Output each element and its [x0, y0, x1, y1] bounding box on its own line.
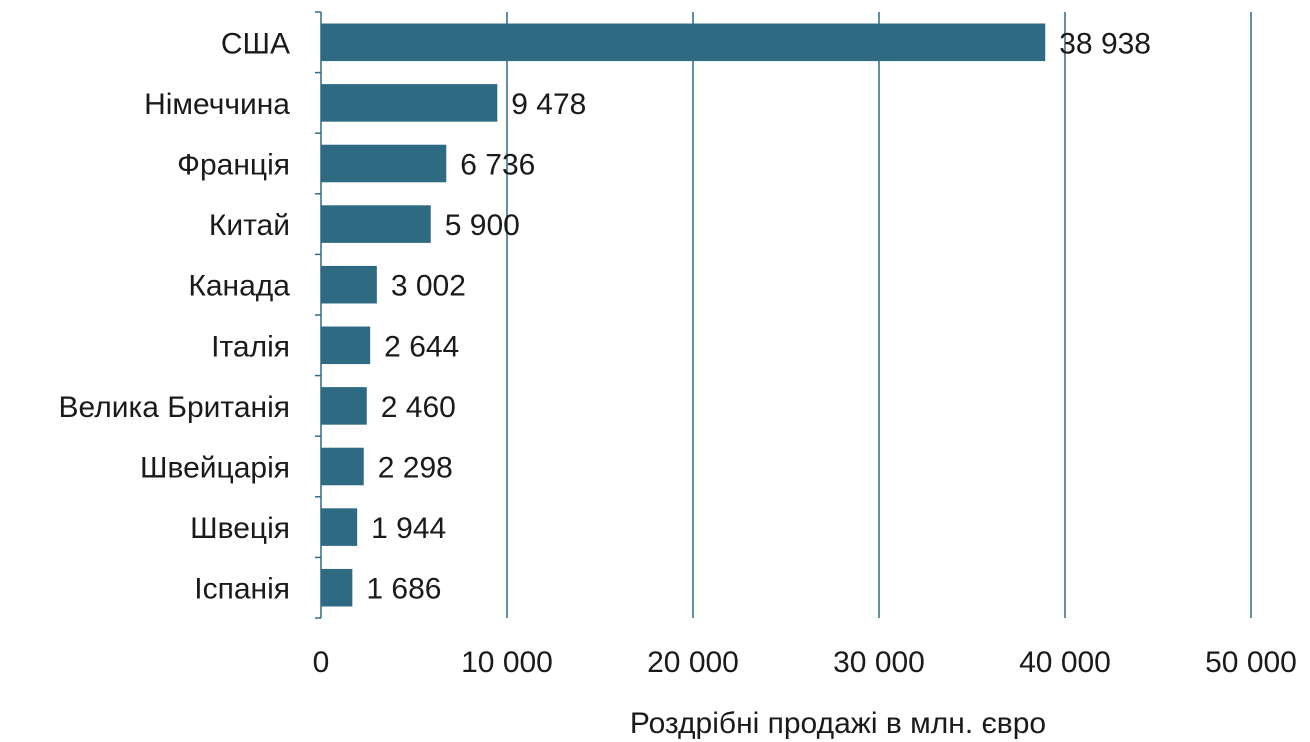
x-tick-label: 40 000 [1019, 646, 1111, 679]
value-label: 5 900 [445, 209, 520, 242]
x-tick-label: 50 000 [1205, 646, 1297, 679]
value-label: 2 460 [381, 391, 456, 424]
value-label: 9 478 [511, 88, 586, 121]
axes [315, 11, 322, 619]
category-label: Канада [188, 270, 290, 303]
bar [321, 387, 367, 425]
category-label: Німеччина [144, 88, 290, 121]
value-label: 2 644 [384, 330, 459, 363]
bar [321, 326, 371, 365]
x-tick-label: 0 [313, 646, 330, 679]
category-label: Іспанія [194, 573, 290, 606]
category-label: Швеція [190, 512, 290, 545]
value-label: 1 686 [366, 573, 441, 606]
category-label: Франція [177, 149, 290, 182]
value-label: 3 002 [391, 270, 466, 303]
x-tick-label: 10 000 [461, 646, 553, 679]
category-label: Велика Британія [59, 391, 290, 424]
value-label: 38 938 [1059, 27, 1151, 60]
labels: 0 10 000 20 000 30 000 40 000 50 000 США 38 938… [59, 27, 1297, 679]
value-label: 2 298 [378, 452, 453, 485]
value-label: 6 736 [460, 149, 535, 182]
category-label: США [221, 27, 290, 60]
bar [321, 205, 431, 243]
bar [321, 144, 447, 183]
bars [321, 23, 1046, 607]
category-label: Італія [211, 330, 290, 363]
gridlines [506, 12, 1252, 618]
bar [321, 508, 358, 546]
bar [321, 84, 498, 122]
x-tick-label: 30 000 [833, 646, 925, 679]
bar [321, 447, 364, 486]
bar [321, 568, 353, 607]
x-tick-label: 20 000 [647, 646, 739, 679]
bar [321, 23, 1046, 62]
x-axis-title: Роздрібні продажі в млн. євро [630, 707, 1046, 740]
value-label: 1 944 [371, 512, 446, 545]
category-label: Швейцарія [140, 452, 290, 485]
bar [321, 265, 377, 304]
category-label: Китай [209, 209, 290, 242]
